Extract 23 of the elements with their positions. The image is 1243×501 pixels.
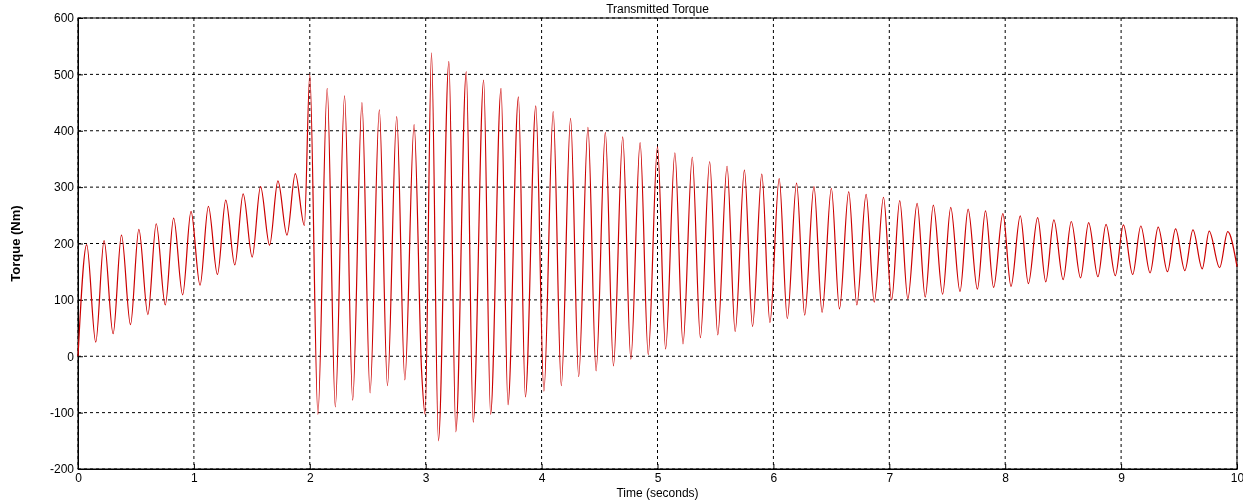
- x-tick-label: 9: [1118, 470, 1126, 485]
- x-tick-label: 4: [538, 470, 546, 485]
- x-tick-label: 3: [422, 470, 430, 485]
- y-tick-label: 300: [53, 180, 75, 195]
- x-axis-title: Time (seconds): [616, 486, 699, 500]
- x-tick-label: 8: [1002, 470, 1010, 485]
- x-tick-label: 6: [770, 470, 778, 485]
- x-tick-label: 5: [654, 470, 662, 485]
- y-tick-label: 600: [53, 11, 75, 26]
- x-tick-label: 10: [1230, 470, 1243, 485]
- y-tick-label: -200: [49, 462, 75, 477]
- y-axis-title: Torque (Nm): [8, 205, 23, 282]
- y-tick-label: 200: [53, 236, 75, 251]
- x-tick-label: 1: [191, 470, 199, 485]
- y-tick-label: 0: [67, 349, 75, 364]
- line-series: [77, 52, 1238, 442]
- x-tick-label: 2: [306, 470, 314, 485]
- chart-title: Transmitted Torque: [606, 2, 710, 16]
- y-tick-label: 500: [53, 67, 75, 82]
- x-tick-label: 7: [886, 470, 894, 485]
- y-tick-label: -100: [49, 405, 75, 420]
- y-tick-label: 400: [53, 124, 75, 139]
- y-tick-label: 100: [53, 293, 75, 308]
